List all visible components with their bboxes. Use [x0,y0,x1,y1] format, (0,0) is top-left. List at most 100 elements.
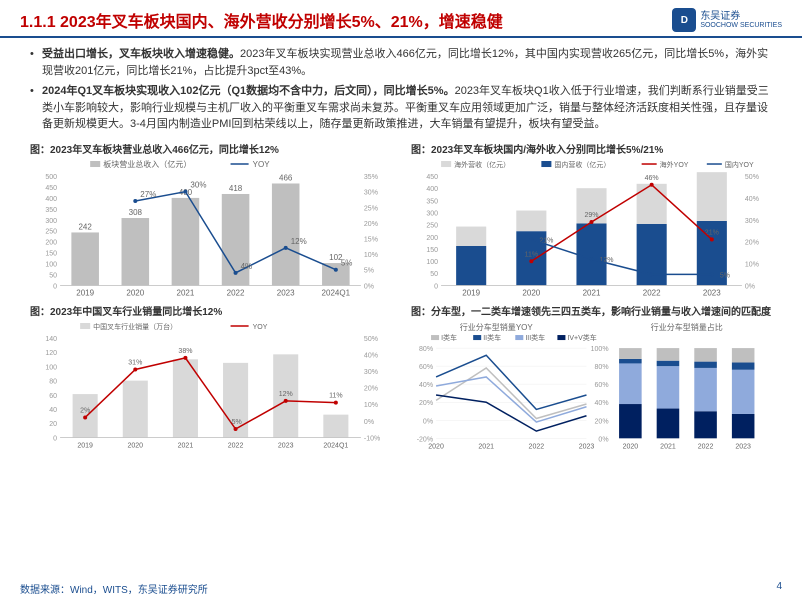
svg-text:308: 308 [129,208,143,217]
svg-text:350: 350 [426,198,438,205]
svg-text:2021: 2021 [478,443,494,450]
svg-text:50%: 50% [745,174,759,181]
svg-text:15%: 15% [364,236,378,243]
svg-text:2021: 2021 [660,443,676,450]
svg-text:5%: 5% [341,258,353,267]
svg-text:-10%: -10% [364,435,380,442]
svg-text:450: 450 [426,174,438,181]
svg-text:30%: 30% [364,189,378,196]
logo-en: SOOCHOW SECURITIES [700,22,782,30]
chart2-block: 图：2023年叉车板块国内/海外收入分别同比增长5%/21% 海外营收（亿元） 国… [411,141,772,303]
svg-text:YOY: YOY [253,324,268,331]
svg-text:2023: 2023 [278,442,294,449]
svg-text:0%: 0% [598,436,608,443]
chart2-title: 图：2023年叉车板块国内/海外收入分别同比增长5%/21% [411,141,772,156]
page-number: 4 [776,581,782,596]
svg-text:80%: 80% [595,364,609,371]
svg-text:2019: 2019 [462,288,480,297]
logo: D 东吴证券 SOOCHOW SECURITIES [672,8,782,32]
svg-text:2021: 2021 [583,288,601,297]
svg-text:12%: 12% [291,236,307,245]
svg-text:40%: 40% [419,382,433,389]
chart2-svg: 海外营收（亿元）国内营收（亿元）海外YOY国内YOY05010015020025… [411,158,772,303]
svg-text:40%: 40% [745,195,759,202]
svg-text:20%: 20% [364,386,378,393]
svg-text:0: 0 [53,435,57,442]
svg-text:2020: 2020 [128,442,144,449]
chart3-svg: 中国叉车行业销量（万台）YOY020406080100120140-10%0%1… [30,320,391,455]
svg-text:100: 100 [426,259,438,266]
svg-text:250: 250 [45,228,57,235]
svg-text:2021: 2021 [178,442,194,449]
svg-text:250: 250 [426,222,438,229]
svg-text:200: 200 [426,234,438,241]
svg-text:0: 0 [53,283,57,290]
svg-text:2021: 2021 [177,288,195,297]
chart3-title: 图：2023年中国叉车行业销量同比增长12% [30,303,391,318]
svg-text:2020: 2020 [428,443,444,450]
svg-text:500: 500 [45,174,57,181]
svg-text:0%: 0% [364,419,374,426]
svg-text:2019: 2019 [76,288,94,297]
svg-text:150: 150 [426,246,438,253]
svg-text:2020: 2020 [522,288,540,297]
svg-text:50: 50 [430,271,438,278]
svg-text:11%: 11% [329,392,343,399]
svg-text:2023: 2023 [277,288,295,297]
svg-text:10%: 10% [364,402,378,409]
svg-text:150: 150 [45,250,57,257]
svg-text:300: 300 [45,217,57,224]
svg-text:400: 400 [45,195,57,202]
svg-text:IV+V类车: IV+V类车 [567,333,596,342]
svg-text:2022: 2022 [529,443,545,450]
svg-text:-5%: -5% [229,419,241,426]
svg-text:100: 100 [45,261,57,268]
svg-text:板块营业总收入（亿元）: 板块营业总收入（亿元） [103,159,191,169]
svg-text:0%: 0% [364,283,374,290]
body-text: 受益出口增长，叉车板块收入增速稳健。2023年叉车板块实现营业总收入466亿元，… [0,38,802,141]
svg-text:2020: 2020 [126,288,144,297]
svg-text:2022: 2022 [228,442,244,449]
svg-text:200: 200 [45,239,57,246]
svg-text:35%: 35% [364,174,378,181]
svg-text:2%: 2% [80,407,90,414]
svg-text:2024Q1: 2024Q1 [322,288,351,297]
svg-text:2023: 2023 [703,288,721,297]
svg-text:国内YOY: 国内YOY [725,160,754,169]
svg-text:20%: 20% [419,400,433,407]
svg-text:31%: 31% [128,359,142,366]
svg-text:国内营收（亿元）: 国内营收（亿元） [554,160,610,169]
svg-text:2022: 2022 [698,443,714,450]
svg-text:27%: 27% [140,190,156,199]
svg-text:2024Q1: 2024Q1 [323,442,348,449]
page-title: 1.1.1 2023年叉车板块国内、海外营收分别增长5%、21%，增速稳健 [20,8,503,32]
svg-text:III类车: III类车 [525,333,545,342]
svg-text:40: 40 [49,407,57,414]
svg-text:YOY: YOY [253,160,271,169]
svg-text:30%: 30% [745,217,759,224]
svg-text:40%: 40% [364,352,378,359]
chart1-block: 图：2023年叉车板块营业总收入466亿元，同比增长12% 板块营业总收入（亿元… [30,141,391,303]
svg-text:30%: 30% [364,369,378,376]
svg-text:中国叉车行业销量（万台）: 中国叉车行业销量（万台） [93,322,177,331]
svg-text:46%: 46% [645,174,659,181]
svg-text:海外营收（亿元）: 海外营收（亿元） [454,160,510,169]
svg-text:I类车: I类车 [441,333,457,342]
svg-text:60%: 60% [419,364,433,371]
svg-text:行业分车型销量占比: 行业分车型销量占比 [651,322,723,332]
svg-text:2022: 2022 [227,288,245,297]
chart4-title: 图：分车型，一二类车增速领先三四五类车，影响行业销量与收入增速间的匹配度 [411,303,772,318]
svg-text:450: 450 [45,184,57,191]
svg-text:-20%: -20% [417,436,433,443]
source-text: 数据来源：Wind，WITS，东吴证券研究所 [20,581,208,596]
svg-text:350: 350 [45,206,57,213]
svg-text:2023: 2023 [735,443,751,450]
svg-text:20%: 20% [364,220,378,227]
svg-text:20%: 20% [745,239,759,246]
svg-text:2022: 2022 [643,288,661,297]
svg-text:80%: 80% [419,346,433,353]
svg-text:100: 100 [45,364,57,371]
svg-text:2020: 2020 [623,443,639,450]
svg-text:140: 140 [45,336,57,343]
svg-text:0%: 0% [745,283,755,290]
